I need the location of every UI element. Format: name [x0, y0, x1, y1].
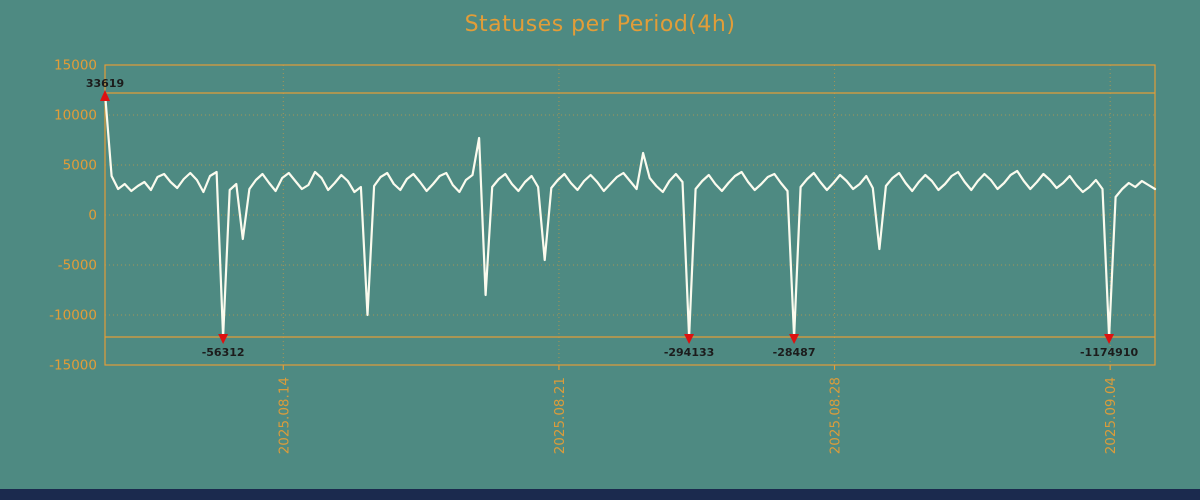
y-axis-label: -10000 — [49, 308, 97, 324]
plot-frame — [104, 64, 1156, 366]
x-axis-label: 2025.08.14 — [276, 377, 292, 454]
x-axis-label: 2025.08.28 — [828, 377, 844, 454]
min-marker-icon — [789, 334, 800, 344]
min-marker-label: -294133 — [664, 346, 715, 359]
min-marker-label: -28487 — [773, 346, 816, 359]
y-axis-label: -15000 — [49, 358, 97, 374]
max-marker-icon — [100, 90, 110, 101]
max-marker-label: 33619 — [86, 77, 124, 90]
min-marker-label: -56312 — [202, 346, 245, 359]
y-axis-label: 5000 — [63, 158, 97, 174]
min-marker-label: -1174910 — [1080, 346, 1138, 359]
footer-bar — [0, 489, 1200, 500]
x-axis-label: 2025.09.04 — [1103, 377, 1119, 454]
min-marker-icon — [218, 334, 229, 344]
y-axis-label: 0 — [88, 208, 97, 224]
x-axis-label: 2025.08.21 — [552, 377, 568, 454]
y-axis-label: 10000 — [54, 108, 97, 124]
chart-title: Statuses per Period(4h) — [464, 12, 736, 37]
y-axis-label: -5000 — [58, 258, 97, 274]
min-marker-icon — [684, 334, 695, 344]
series-line — [103, 91, 1157, 339]
y-axis-label: 15000 — [54, 58, 97, 74]
min-marker-icon — [1104, 334, 1115, 344]
